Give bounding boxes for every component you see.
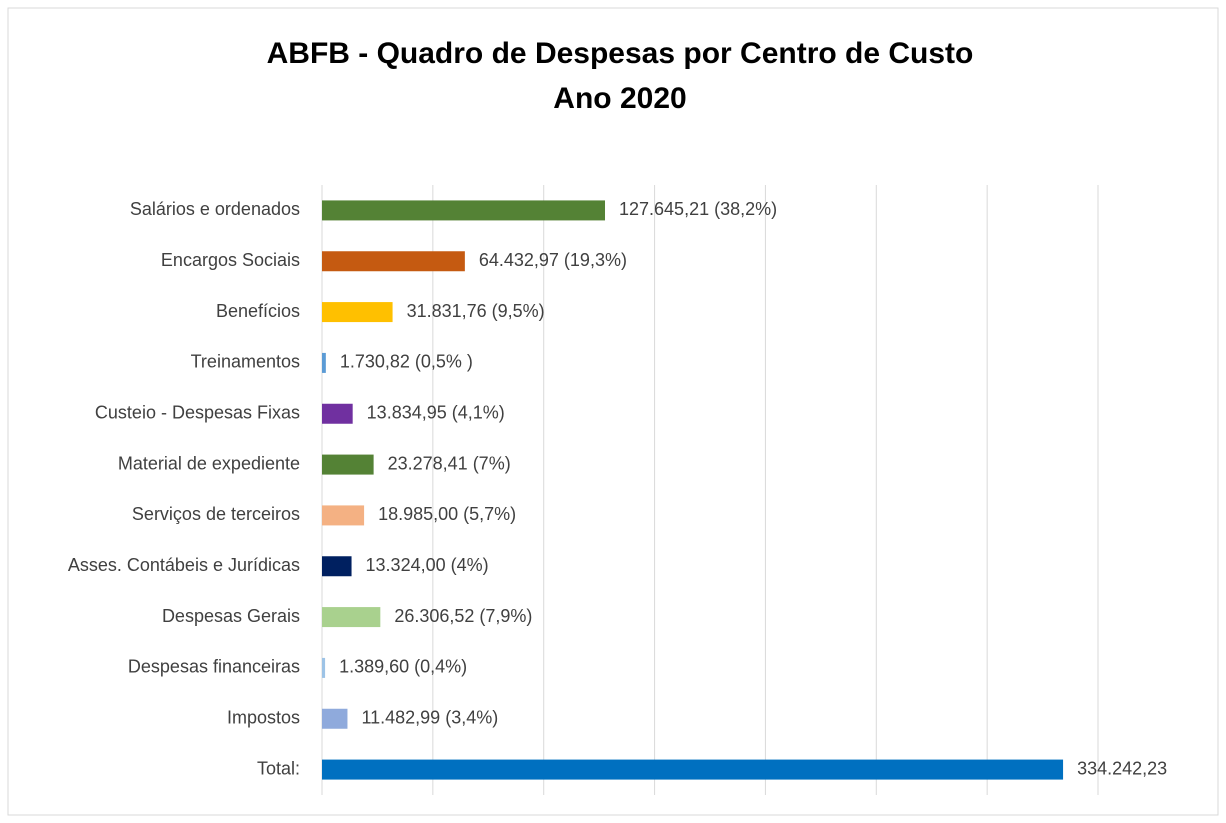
bar [322, 251, 465, 272]
data-label: 1.730,82 (0,5% ) [340, 352, 473, 372]
bar [322, 708, 348, 729]
bar [322, 505, 365, 526]
y-tick-label: Serviços de terceiros [132, 504, 300, 524]
bar [322, 302, 393, 323]
y-tick-label: Material de expediente [118, 453, 300, 473]
y-tick-label: Treinamentos [191, 352, 300, 372]
bar [322, 454, 374, 475]
data-label: 13.324,00 (4%) [366, 555, 489, 575]
bar [322, 607, 381, 628]
data-label: 1.389,60 (0,4%) [339, 657, 467, 677]
data-label: 127.645,21 (38,2%) [619, 199, 777, 219]
bar [322, 200, 606, 221]
data-label: 13.834,95 (4,1%) [367, 403, 505, 423]
y-tick-label: Despesas financeiras [128, 657, 300, 677]
data-label: 334.242,23 [1077, 758, 1167, 778]
bar [322, 657, 326, 678]
data-label: 11.482,99 (3,4%) [361, 708, 498, 728]
chart-border [7, 7, 1219, 816]
data-label: 31.831,76 (9,5%) [407, 301, 545, 321]
y-tick-label: Custeio - Despesas Fixas [95, 403, 300, 423]
y-tick-label: Encargos Sociais [161, 250, 300, 270]
bar [322, 352, 326, 373]
y-tick-label: Salários e ordenados [130, 199, 300, 219]
y-tick-label: Impostos [227, 708, 300, 728]
chart-title: ABFB - Quadro de Despesas por Centro de … [267, 37, 974, 70]
y-tick-label: Total: [257, 758, 300, 778]
data-label: 26.306,52 (7,9%) [394, 606, 532, 626]
y-tick-label: Benefícios [216, 301, 300, 321]
y-tick-label: Despesas Gerais [162, 606, 300, 626]
bar [322, 759, 1064, 780]
bar [322, 556, 352, 577]
bar [322, 403, 353, 424]
y-tick-label: Asses. Contábeis e Jurídicas [68, 555, 300, 575]
chart-subtitle: Ano 2020 [553, 82, 686, 115]
data-label: 64.432,97 (19,3%) [479, 250, 627, 270]
data-label: 18.985,00 (5,7%) [378, 504, 516, 524]
data-label: 23.278,41 (7%) [388, 453, 511, 473]
